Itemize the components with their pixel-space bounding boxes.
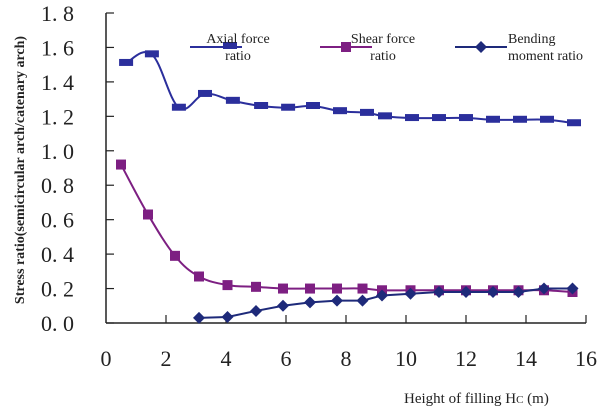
legend-label: Shear force (351, 32, 415, 47)
axial-force-point (119, 58, 134, 66)
axial-force-point (198, 89, 212, 97)
shear-force-point (222, 280, 233, 291)
x-axis-title: Height of filling HC (m) (404, 391, 549, 407)
x-axis-title-main: Height of filling H (404, 391, 516, 407)
shear-force-line (120, 164, 573, 293)
axial-force-point (144, 50, 159, 58)
legend-item-axial-force: Axial force ratio (190, 32, 270, 64)
shear-force-point (357, 283, 368, 294)
axial-force-point (225, 96, 240, 104)
legend-label: ratio (370, 49, 396, 64)
shear-force-point (194, 271, 204, 282)
shear-force-point (251, 281, 261, 292)
x-tick-label: 12 (455, 346, 477, 371)
bending-moment-point (221, 310, 234, 323)
x-tick-label: 0 (101, 346, 112, 371)
bending-moment-point (404, 287, 417, 300)
bending-moment-point (433, 286, 445, 298)
axial-force-point (405, 114, 419, 122)
bending-moment-point (356, 294, 369, 307)
x-axis-title-subscript: C (516, 394, 523, 406)
x-axis-title-unit: (m) (523, 391, 548, 407)
axial-force-point (540, 115, 554, 123)
series-bending-moment (193, 282, 579, 324)
bending-moment-point (250, 304, 262, 317)
y-tick-label: 1. 6 (41, 35, 74, 60)
x-tick-label: 16 (575, 346, 597, 371)
legend-item-bending-moment: Bending moment ratio (455, 32, 583, 64)
axial-force-point (360, 108, 374, 116)
shear-force-point (278, 283, 288, 294)
axial-force-point (378, 112, 392, 120)
series-layer (116, 50, 581, 324)
bending-moment-point (193, 311, 205, 324)
y-tick-label: 1. 0 (41, 139, 74, 164)
x-tick-label: 10 (395, 346, 417, 371)
shear-force-point (332, 283, 342, 294)
legend: Axial force ratio Shear force ratio Bending m… (190, 32, 583, 64)
y-tick-label: 1. 2 (41, 104, 74, 129)
bending-moment-point (460, 286, 472, 298)
axial-force-line (125, 51, 575, 125)
axes: 0. 0 0. 2 0. 4 0. 6 0. 8 1. 0 1. 2 1. 4 1. 6 1. 8… (41, 1, 597, 371)
axial-force-point (567, 119, 581, 127)
shear-force-point (116, 159, 126, 170)
x-tick-label: 8 (341, 346, 352, 371)
axial-force-point (171, 103, 186, 111)
x-tick-label: 2 (161, 346, 172, 371)
legend-label: moment ratio (508, 49, 583, 64)
y-tick-label: 0. 2 (41, 277, 74, 302)
y-tick-label: 0. 4 (41, 242, 74, 267)
x-tick-label: 14 (515, 346, 537, 371)
bending-moment-point (512, 286, 525, 298)
axial-force-point (459, 114, 473, 122)
shear-force-point (305, 283, 315, 294)
bending-moment-point (566, 282, 579, 295)
bending-moment-point (538, 282, 550, 295)
axial-force-point (306, 102, 320, 109)
bending-moment-point (277, 299, 289, 312)
axial-force-point (486, 115, 500, 123)
y-tick-label: 1. 8 (41, 1, 74, 26)
legend-swatch-marker (341, 42, 351, 52)
bending-moment-point (376, 289, 388, 302)
legend-label: ratio (225, 49, 251, 64)
axial-force-point (281, 103, 296, 111)
legend-label: Bending (508, 32, 555, 47)
x-tick-label: 6 (281, 346, 292, 371)
series-axial-force (119, 50, 581, 127)
axial-force-point (432, 114, 446, 122)
y-tick-label: 1. 4 (41, 70, 74, 95)
series-shear-force (116, 159, 578, 297)
legend-label: Axial force (206, 32, 269, 47)
shear-force-point (170, 250, 180, 261)
bending-moment-point (331, 294, 343, 307)
y-tick-label: 0. 6 (41, 208, 74, 233)
y-axis-title: Stress ratio(semicircular arch/catenary … (13, 36, 28, 304)
bending-moment-point (304, 296, 316, 309)
legend-item-shear-force: Shear force ratio (320, 32, 415, 64)
y-tick-label: 0. 0 (41, 311, 74, 336)
y-tick-label: 0. 8 (41, 173, 74, 198)
x-tick-label: 4 (221, 346, 232, 371)
bending-moment-point (487, 286, 499, 298)
axial-force-point (254, 102, 269, 109)
legend-swatch-marker (223, 42, 237, 49)
axial-force-point (333, 107, 347, 115)
axial-force-point (513, 115, 527, 123)
shear-force-point (143, 209, 153, 220)
legend-swatch-marker (475, 41, 487, 53)
